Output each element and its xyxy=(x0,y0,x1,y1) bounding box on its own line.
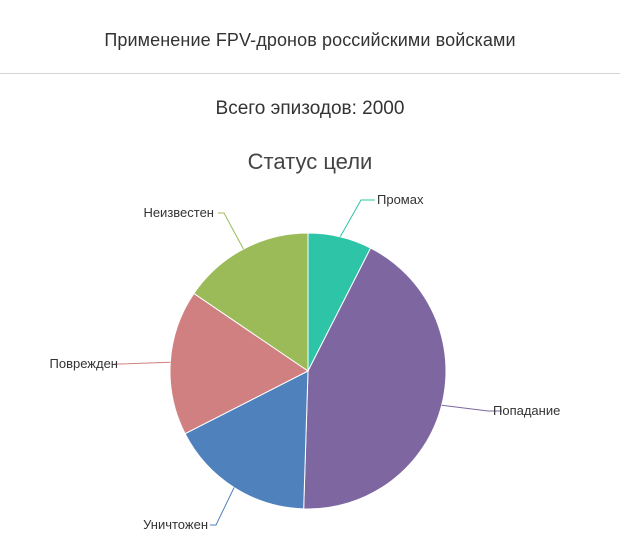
leader-line-slice-5 xyxy=(218,212,244,250)
header-bar: Применение FPV-дронов российскими войска… xyxy=(0,0,620,74)
leader-line-slice-3 xyxy=(210,487,235,526)
total-episodes-label: Всего эпизодов: 2000 xyxy=(215,98,405,119)
chart-title: Статус цели xyxy=(247,149,373,174)
pie-slice-5 xyxy=(193,232,309,372)
pie-leader-lines xyxy=(114,199,502,526)
label-slice-4: Поврежден xyxy=(50,356,119,371)
pie-labels: Промах Попадание Уничтожен Поврежден Неизвес… xyxy=(50,192,561,532)
leader-line-slice-1 xyxy=(339,199,375,238)
leader-line-slice-4 xyxy=(114,361,171,365)
label-slice-2: Попадание xyxy=(493,403,560,418)
label-slice-5: Неизвестен xyxy=(143,205,214,220)
label-slice-1: Промах xyxy=(377,192,424,207)
page-title: Применение FPV-дронов российскими войска… xyxy=(104,30,516,50)
label-slice-3: Уничтожен xyxy=(143,517,208,532)
leader-line-slice-2 xyxy=(441,404,502,412)
pie-slice-2 xyxy=(303,247,447,510)
pie-slices xyxy=(169,232,447,510)
